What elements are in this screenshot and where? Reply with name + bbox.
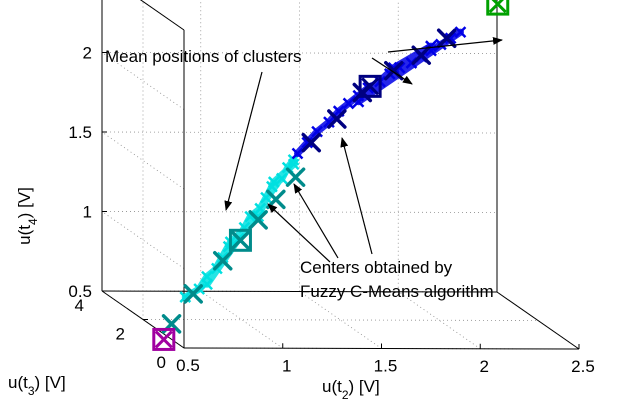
x-tick-label-1: 1 xyxy=(282,356,291,375)
y-tick-label-1: 2 xyxy=(116,325,125,344)
grid-line-z-side-2 xyxy=(101,131,185,190)
grid-line-x-floor-2 xyxy=(299,291,382,349)
grid-line-z-side-3 xyxy=(101,52,185,110)
grid-line-y-floor-1 xyxy=(142,319,539,321)
cluster-mean-square-3 xyxy=(486,0,510,16)
fcm-center-12 xyxy=(436,28,457,49)
x-axis-label-main: u(t xyxy=(322,377,342,396)
grid-line-x-floor-3 xyxy=(398,291,481,350)
arrow-to-center-3 xyxy=(340,137,373,255)
cluster-mean-cross-2 xyxy=(361,77,380,96)
z-axis-label-sub: 4 xyxy=(26,218,40,225)
annotation-centers-line2: Fuzzy C-Means algorithm xyxy=(300,282,494,301)
arrow-to-cyan-mean xyxy=(224,71,263,211)
box-edge-8 xyxy=(139,0,185,31)
grid-line-z-back-1 xyxy=(101,211,498,213)
cluster-mean-square-0 xyxy=(152,327,176,351)
series-0-point-12 xyxy=(275,172,288,185)
fcm-center-4 xyxy=(248,210,268,230)
cluster-mean-cross-3 xyxy=(488,0,507,14)
cluster-mean-square-2 xyxy=(358,74,382,98)
fcm-center-7 xyxy=(301,132,321,153)
marker-layer xyxy=(152,0,510,351)
series-0-point-18 xyxy=(267,176,280,188)
grid-line-z-side-1 xyxy=(101,211,185,269)
cluster-mean-square-1 xyxy=(228,228,252,252)
box-edge-6 xyxy=(496,291,580,350)
fcm-center-6 xyxy=(285,167,306,187)
arrow-to-blue-mean xyxy=(371,57,413,85)
annotation-mean-positions: Mean positions of clusters xyxy=(105,47,302,66)
z-axis-label-end: ) [V] xyxy=(15,187,34,218)
cluster-mean-cross-1 xyxy=(231,231,250,250)
x-axis-label-sub: 2 xyxy=(342,388,349,402)
series-1-point-16 xyxy=(454,26,467,38)
x-tick-label-4: 2.5 xyxy=(571,357,595,376)
z-tick-label-1: 1 xyxy=(83,203,92,222)
box-edge-7 xyxy=(101,290,498,293)
grid-line-x-floor-1 xyxy=(200,290,283,349)
arrow-to-center-2 xyxy=(293,183,339,259)
series-1-point-15 xyxy=(444,32,457,45)
arrow-to-center-1 xyxy=(267,203,331,263)
series-0-point-17 xyxy=(252,210,265,223)
arrow-to-green-mean xyxy=(387,36,503,53)
fcm-center-11 xyxy=(411,45,431,65)
z-axis-label-main: u(t xyxy=(15,225,34,245)
y-tick-label-0: 0 xyxy=(157,353,166,372)
series-0-point-4 xyxy=(216,251,229,264)
y-axis-label-sub: 3 xyxy=(28,384,35,398)
z-tick-label-2: 1.5 xyxy=(68,123,92,142)
series-0-point-19 xyxy=(287,158,300,171)
fcm-center-1 xyxy=(183,284,203,304)
z-tick-label-0: 0.5 xyxy=(68,282,92,301)
series-1-point-5 xyxy=(342,97,355,110)
x-axis-label: u(t2) [V] xyxy=(322,377,380,402)
series-1-point-1 xyxy=(301,136,314,149)
y-tick-label-2: 4 xyxy=(75,296,84,315)
annotation-centers-line1: Centers obtained by xyxy=(300,258,453,277)
y-axis-label-main: u(t xyxy=(8,373,28,392)
fcm-center-8 xyxy=(327,109,347,129)
x-tick-label-0: 0.5 xyxy=(176,356,200,375)
grid-line-z-back-2 xyxy=(101,131,498,134)
z-axis-label: u(t4) [V] xyxy=(15,187,40,245)
series-0-trace xyxy=(181,156,298,301)
x-tick-label-3: 2 xyxy=(480,357,489,376)
y-axis-label-end: ) [V] xyxy=(35,373,66,392)
z-tick-label-3: 2 xyxy=(83,44,92,63)
annotation-arrows xyxy=(224,36,503,263)
x-axis-label-end: ) [V] xyxy=(349,377,380,396)
x-tick-label-2: 1.5 xyxy=(374,357,398,376)
fcm-center-2 xyxy=(213,251,233,271)
series-1-point-0 xyxy=(291,147,304,160)
series-1-point-18 xyxy=(387,61,400,74)
series-0-point-15 xyxy=(201,278,213,291)
y-axis-label: u(t3) [V] xyxy=(8,373,66,398)
cluster-mean-cross-0 xyxy=(154,330,173,349)
